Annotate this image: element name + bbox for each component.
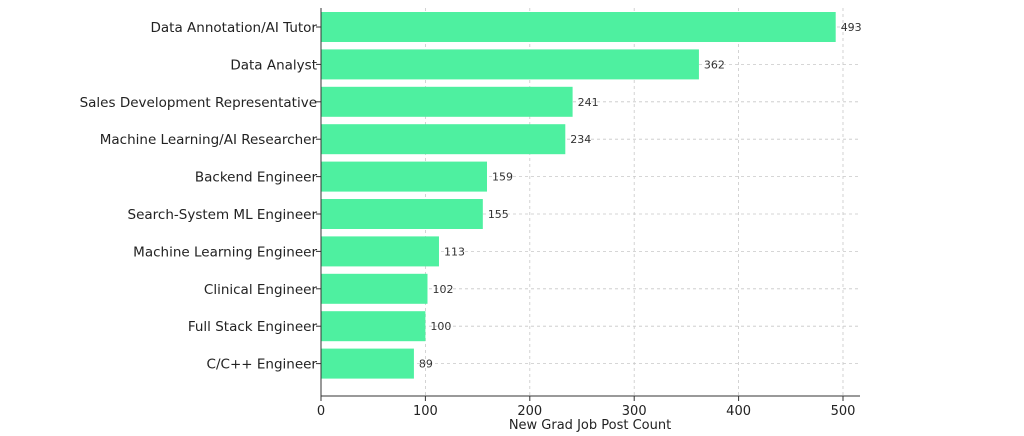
bar-value-label: 159	[492, 171, 513, 184]
label-layer: 0 100 200 300 400 500 493 Data Annotation/AI Tu…	[80, 20, 862, 419]
bar-value-label: 113	[444, 245, 465, 258]
bar	[321, 161, 487, 192]
x-tick-label: 300	[622, 404, 647, 419]
category-label: Data Analyst	[230, 57, 317, 73]
category-label: Backend Engineer	[195, 170, 318, 186]
axis-layer	[316, 8, 860, 401]
x-axis-title: New Grad Job Post Count	[509, 418, 671, 433]
bar-value-label: 493	[841, 21, 862, 34]
category-label: Full Stack Engineer	[188, 319, 318, 335]
category-label: Machine Learning Engineer	[133, 244, 317, 260]
bar	[321, 124, 566, 155]
x-tick-label: 500	[831, 404, 856, 419]
bar-value-label: 89	[419, 358, 433, 371]
bar	[321, 12, 836, 42]
bar-value-label: 362	[704, 58, 725, 71]
bar	[321, 199, 483, 229]
category-label: Data Annotation/AI Tutor	[151, 20, 318, 36]
bar	[321, 49, 699, 80]
bar-layer	[321, 12, 836, 379]
bar-value-label: 155	[488, 208, 509, 221]
bar-value-label: 100	[430, 320, 451, 333]
x-tick-label: 400	[726, 404, 751, 419]
x-tick-label: 0	[317, 404, 325, 419]
category-label: C/C++ Engineer	[207, 357, 318, 373]
category-label: Search-System ML Engineer	[128, 207, 318, 223]
bar-value-label: 241	[578, 96, 599, 109]
category-label: Clinical Engineer	[204, 282, 318, 298]
bar-value-label: 234	[570, 133, 591, 146]
bar	[321, 311, 426, 342]
category-label: Sales Development Representative	[80, 95, 317, 111]
x-tick-label: 200	[517, 404, 542, 419]
bar	[321, 236, 439, 267]
bar	[321, 86, 573, 117]
bar	[321, 273, 428, 304]
bar	[321, 348, 414, 379]
x-tick-label: 100	[413, 404, 438, 419]
bar-value-label: 102	[432, 283, 453, 296]
category-label: Machine Learning/AI Researcher	[100, 132, 318, 148]
